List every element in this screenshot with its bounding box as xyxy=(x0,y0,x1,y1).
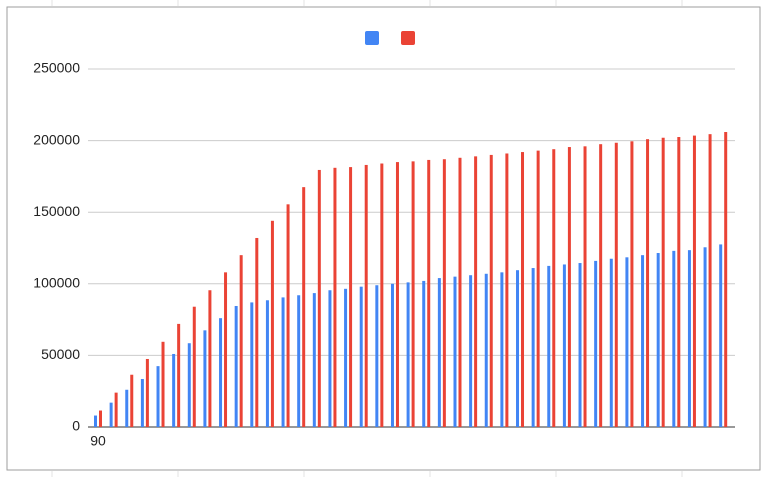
bar xyxy=(270,220,274,427)
sheet-grid xyxy=(51,0,683,477)
bar xyxy=(500,272,504,427)
bar xyxy=(505,153,509,427)
bar xyxy=(625,257,629,427)
bar xyxy=(406,282,410,427)
bar xyxy=(422,280,426,427)
bar xyxy=(719,244,723,427)
bar xyxy=(703,247,707,427)
bar xyxy=(187,343,191,427)
bar xyxy=(114,392,118,427)
bar xyxy=(94,415,97,427)
bar xyxy=(286,204,290,427)
bar xyxy=(536,150,540,427)
bar xyxy=(239,255,243,427)
bar xyxy=(140,379,144,427)
bar xyxy=(567,147,571,427)
bar xyxy=(484,273,488,427)
bar xyxy=(390,283,394,427)
bar xyxy=(609,258,613,427)
bar xyxy=(474,156,478,428)
bar xyxy=(724,132,728,427)
bar xyxy=(281,297,285,427)
legend-swatch xyxy=(365,31,379,45)
bar xyxy=(547,265,551,427)
bar xyxy=(130,374,134,427)
bar xyxy=(489,154,493,428)
bar xyxy=(437,278,441,427)
bar xyxy=(359,286,363,427)
bar xyxy=(234,305,238,427)
bar xyxy=(562,264,566,427)
bar xyxy=(677,137,681,427)
bar xyxy=(442,159,446,427)
bar xyxy=(208,290,212,427)
bar xyxy=(349,167,353,428)
bar xyxy=(661,137,665,427)
bar xyxy=(192,306,196,427)
bar xyxy=(145,358,149,427)
bar xyxy=(156,366,160,427)
y-tick-label: 150000 xyxy=(33,203,80,219)
bar xyxy=(583,146,587,427)
x-tick-label: 90 xyxy=(90,433,106,449)
bar xyxy=(521,152,525,427)
bar xyxy=(203,330,207,427)
bar xyxy=(594,260,598,427)
bar xyxy=(250,302,254,427)
bar xyxy=(161,341,165,427)
bar xyxy=(219,318,223,427)
y-tick-label: 0 xyxy=(72,418,80,434)
bar xyxy=(630,141,634,428)
bar xyxy=(297,295,301,427)
bar xyxy=(614,142,618,428)
bar xyxy=(646,139,650,427)
bar xyxy=(172,353,176,427)
bar xyxy=(469,275,473,427)
bar xyxy=(552,149,556,427)
bar xyxy=(599,144,603,427)
bar xyxy=(380,163,384,427)
bar xyxy=(99,410,102,427)
bar xyxy=(516,270,520,427)
y-tick-label: 250000 xyxy=(33,60,80,76)
bar xyxy=(255,237,259,427)
bar xyxy=(692,135,696,427)
y-tick-label: 50000 xyxy=(41,346,80,362)
bar xyxy=(375,285,379,427)
bar xyxy=(453,276,457,427)
bar xyxy=(458,157,462,427)
bar xyxy=(344,288,348,427)
bar xyxy=(411,161,415,427)
y-tick-label: 100000 xyxy=(33,275,80,291)
bar xyxy=(531,268,535,427)
bar xyxy=(177,323,181,427)
bar xyxy=(656,253,660,427)
y-tick-label: 200000 xyxy=(33,131,80,147)
bar xyxy=(672,250,676,427)
legend-swatch xyxy=(401,31,415,45)
bar xyxy=(312,293,316,427)
bar xyxy=(265,300,269,427)
bar xyxy=(687,250,691,427)
bar xyxy=(317,169,321,427)
bar xyxy=(395,162,399,427)
bar xyxy=(224,272,228,427)
bar xyxy=(333,167,337,428)
bar xyxy=(578,263,582,427)
bar xyxy=(302,187,306,427)
bar xyxy=(427,159,431,427)
bar xyxy=(125,389,129,427)
bar xyxy=(708,134,712,427)
bar xyxy=(641,255,645,427)
bar xyxy=(364,164,368,427)
bar xyxy=(328,290,332,427)
bar xyxy=(109,402,113,427)
